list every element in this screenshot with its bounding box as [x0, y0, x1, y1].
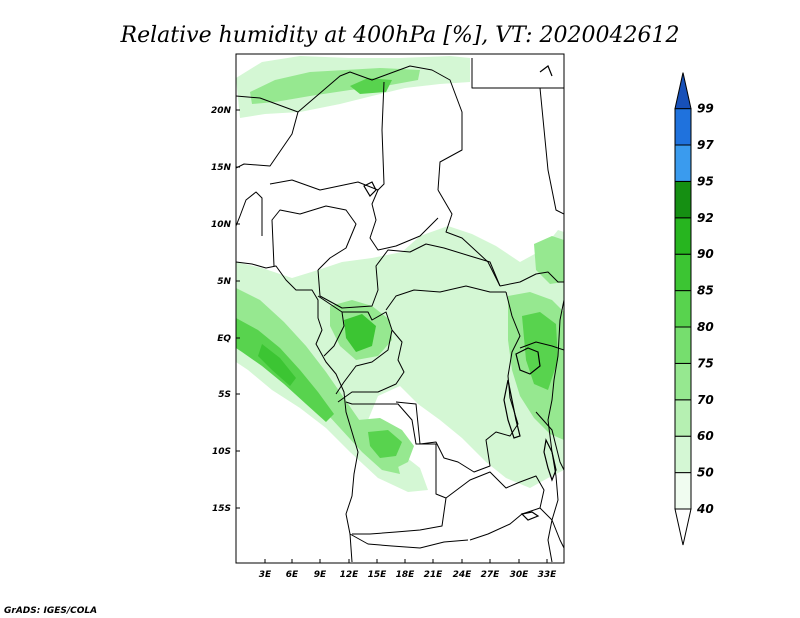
colorbar-label: 70: [697, 393, 714, 407]
shading-northeast: [534, 236, 564, 284]
figure-title: Relative humidity at 400hPa [%], VT: 202…: [120, 23, 680, 48]
border-chad-sudan: [437, 189, 501, 287]
colorbar-box: [674, 144, 692, 182]
shading-east-lakes-core: [522, 312, 558, 390]
colorbar-labels: 40 50 60 70 75 80 85 90 92 95 97 99: [696, 102, 714, 516]
shading-angola-core: [368, 430, 402, 458]
lon-label-18e: 18E: [396, 570, 416, 580]
colorbar-box: [674, 399, 692, 437]
lat-label-15s: 15S: [212, 504, 231, 514]
border-benin-togo: [236, 191, 263, 236]
lon-label-24e: 24E: [453, 570, 473, 580]
border-angola: [345, 401, 447, 535]
colorbar-label: 60: [697, 429, 714, 443]
shading-coastal-peak: [258, 344, 296, 386]
colorbar-label: 95: [697, 174, 714, 188]
lon-label-15e: 15E: [368, 570, 388, 580]
colorbar-box: [674, 180, 692, 219]
country-borders: [236, 58, 564, 563]
humidity-shading: [236, 56, 564, 492]
colorbar-label: 50: [697, 466, 714, 480]
map-frame: [235, 53, 565, 564]
colorbar-label: 80: [697, 320, 714, 334]
colorbar-box: [674, 108, 692, 146]
grads-credit: GrADS: IGES/COLA: [4, 606, 97, 616]
lake-victoria: [515, 347, 541, 375]
lat-label-10n: 10N: [211, 220, 232, 230]
lon-label-30e: 30E: [510, 570, 530, 580]
red-sea-coast: [539, 65, 553, 77]
lake-kariba: [520, 511, 540, 521]
border-gabon: [317, 295, 345, 357]
border-namibia-botswana: [349, 533, 469, 549]
border-nigeria-cameroon: [271, 205, 357, 271]
border-cameroon-car: [317, 243, 501, 309]
colorbar-box: [674, 290, 692, 328]
colorbar-label: 85: [697, 284, 714, 298]
lon-label-21e: 21E: [424, 570, 444, 580]
border-zambia: [445, 471, 545, 541]
border-niger-nigeria: [269, 81, 385, 191]
colorbar-label: 40: [696, 502, 714, 516]
border-libya-niger: [297, 65, 463, 191]
lat-label-5s: 5S: [218, 390, 231, 400]
border-south-sudan: [499, 271, 564, 287]
lon-label-27e: 27E: [481, 570, 501, 580]
colorbar-box: [674, 435, 692, 474]
colorbar-box: [674, 326, 692, 364]
border-mozambique: [539, 507, 564, 549]
colorbar-boxes: [674, 108, 692, 510]
coastline-west: [236, 261, 359, 563]
border-car-drc: [385, 285, 506, 311]
colorbar-label: 97: [697, 138, 714, 152]
lake-chad: [363, 181, 377, 197]
shading-gabon-core: [344, 314, 376, 352]
border-sudan-eritrea: [539, 87, 564, 215]
colorbar: 40 50 60 70 75 80 85 90 92 95 97 99: [674, 72, 714, 546]
shading-coastal: [236, 288, 400, 474]
lat-label-10s: 10S: [212, 447, 231, 457]
lake-malawi: [543, 438, 557, 482]
colorbar-top-arrow: [674, 72, 692, 110]
lon-label-6e: 6E: [286, 570, 299, 580]
lat-label-5n: 5N: [217, 277, 231, 287]
colorbar-label: 92: [697, 211, 714, 225]
longitude-axis: 3E 6E 9E 12E 15E 18E 21E 24E 27E 30E 33E: [259, 559, 557, 580]
shading-central-light: [236, 226, 564, 492]
lon-label-9e: 9E: [314, 570, 327, 580]
shading-north-band-peak: [350, 78, 392, 94]
border-chad-west: [369, 189, 439, 251]
coastline-east: [547, 299, 564, 563]
shading-north-band-core: [250, 68, 420, 104]
colorbar-bottom-arrow: [674, 508, 692, 546]
colorbar-label: 90: [697, 247, 714, 261]
colorbar-label: 75: [697, 356, 714, 370]
border-drc-west: [337, 329, 405, 403]
map-panel: 20N 15N 10N 5N EQ 5S 10S 15S 3E 6E 9E 12…: [211, 53, 565, 580]
colorbar-box: [674, 217, 692, 255]
border-drc-east: [395, 291, 521, 473]
lat-label-eq: EQ: [217, 334, 231, 344]
lat-label-20n: 20N: [211, 106, 232, 116]
lake-tanganyika: [503, 379, 521, 439]
lon-label-12e: 12E: [340, 570, 360, 580]
colorbar-box: [674, 362, 692, 401]
lon-label-3e: 3E: [259, 570, 272, 580]
lat-label-15n: 15N: [211, 163, 232, 173]
border-congo: [335, 311, 393, 395]
colorbar-box: [674, 472, 692, 510]
colorbar-label: 99: [697, 102, 714, 116]
latitude-axis: 20N 15N 10N 5N EQ 5S 10S 15S: [211, 106, 240, 514]
colorbar-box: [674, 253, 692, 292]
border-mali-niger: [236, 95, 299, 169]
border-egypt-libya: [471, 58, 564, 89]
lon-label-33e: 33E: [538, 570, 558, 580]
